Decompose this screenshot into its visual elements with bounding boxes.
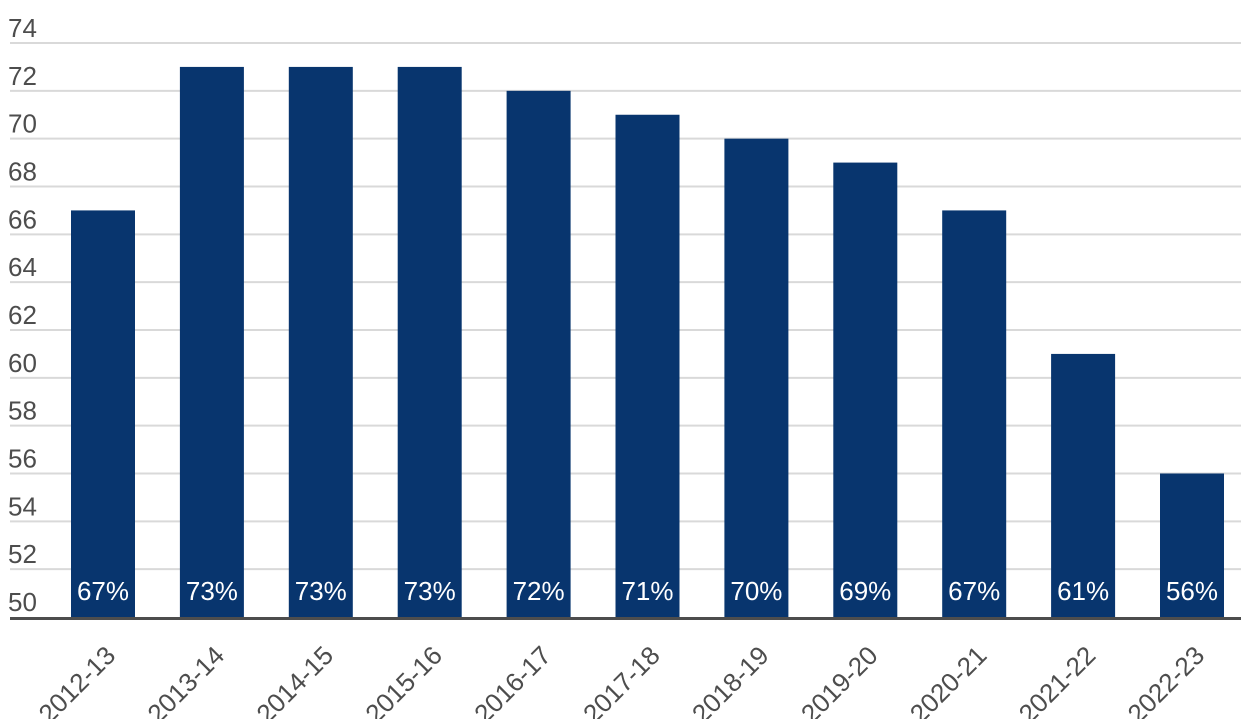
x-tick-label: 2021-22 (1013, 640, 1102, 719)
bar-value-label: 71% (621, 576, 673, 606)
y-tick-label: 74 (8, 13, 37, 43)
bar-value-label: 70% (730, 576, 782, 606)
bar (724, 138, 789, 617)
bar (942, 210, 1007, 617)
bar-value-label: 73% (295, 576, 347, 606)
y-tick-label: 58 (8, 396, 37, 426)
x-tick-label: 2017-18 (577, 640, 666, 719)
y-tick-label: 54 (8, 491, 37, 521)
bar (833, 162, 898, 618)
bar (506, 90, 571, 618)
bar (1160, 473, 1224, 617)
y-tick-label: 72 (8, 61, 37, 91)
x-tick-label: 2013-14 (141, 640, 230, 719)
bar (71, 210, 135, 617)
bar-value-label: 67% (948, 576, 1000, 606)
x-tick-label: 2022-23 (1122, 640, 1211, 719)
x-tick-label: 2019-20 (795, 640, 884, 719)
bar-value-labels: 67% 73% 73% 73% 72% 71% 70% 69% 67% 61% 56% (77, 576, 1218, 606)
x-tick-label: 2020-21 (904, 640, 993, 719)
y-tick-label: 56 (8, 444, 37, 474)
x-tick-label: 2018-19 (686, 640, 775, 719)
y-tick-label: 70 (8, 109, 37, 139)
x-tick-label: 2012-13 (33, 640, 122, 719)
y-tick-label: 60 (8, 348, 37, 378)
x-tick-label: 2015-16 (359, 640, 448, 719)
y-tick-label: 66 (8, 204, 37, 234)
bar (288, 66, 353, 617)
bar-value-label: 73% (404, 576, 456, 606)
bar-value-label: 73% (186, 576, 238, 606)
x-axis-ticks: 2012-13 2013-14 2014-15 2015-16 2016-17 2017-… (33, 640, 1211, 719)
y-tick-label: 64 (8, 252, 37, 282)
bars (71, 66, 1224, 618)
bar (1051, 353, 1116, 617)
y-axis-ticks: 50 52 54 56 58 60 62 64 66 68 70 72 74 (8, 13, 37, 617)
bar (179, 66, 244, 617)
bar (397, 66, 462, 617)
y-tick-label: 50 (8, 587, 37, 617)
bar (615, 114, 680, 617)
bar-value-label: 67% (77, 576, 129, 606)
x-tick-label: 2014-15 (250, 640, 339, 719)
bar-value-label: 69% (839, 576, 891, 606)
y-tick-label: 52 (8, 539, 37, 569)
x-tick-label: 2016-17 (468, 640, 557, 719)
bar-value-label: 72% (513, 576, 565, 606)
y-tick-label: 68 (8, 157, 37, 187)
y-tick-label: 62 (8, 300, 37, 330)
bar-value-label: 61% (1057, 576, 1109, 606)
bar-value-label: 56% (1166, 576, 1218, 606)
